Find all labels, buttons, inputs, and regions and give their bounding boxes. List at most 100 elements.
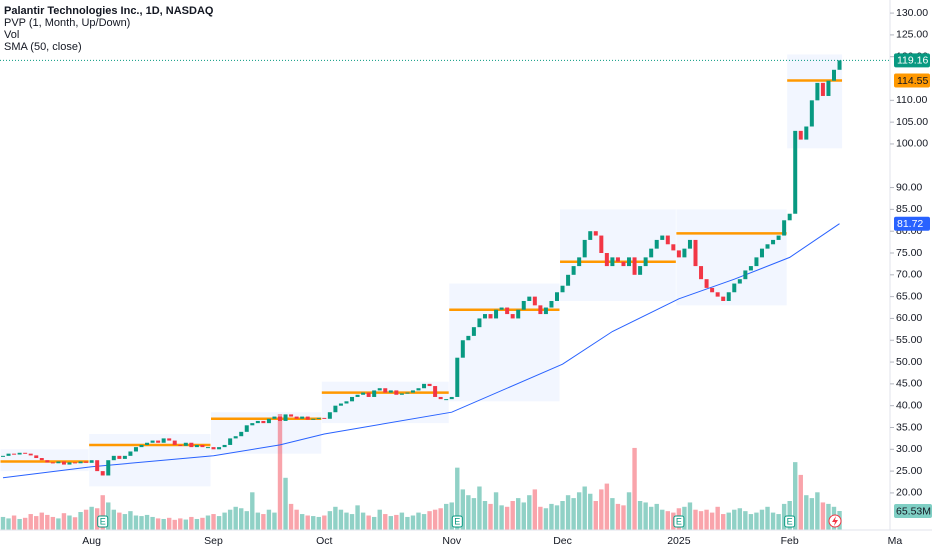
- candle: [837, 60, 842, 70]
- y-tick-label: 35.00: [896, 421, 922, 433]
- candle: [217, 447, 222, 450]
- candle: [233, 436, 238, 439]
- volume-bar: [383, 514, 388, 530]
- volume-bar: [654, 503, 659, 530]
- candle: [383, 388, 388, 393]
- candle: [128, 451, 133, 456]
- volume-bar: [388, 516, 393, 530]
- x-tick-label: Dec: [553, 535, 572, 547]
- candle: [832, 69, 836, 81]
- volume-bar: [150, 516, 155, 530]
- candle: [809, 100, 814, 127]
- candle: [549, 300, 554, 308]
- volume-bar: [510, 501, 515, 530]
- y-tick-label: 30.00: [896, 443, 922, 455]
- earnings-badge: [451, 515, 463, 528]
- candle: [250, 423, 255, 426]
- candle: [106, 460, 111, 476]
- candle: [754, 257, 759, 267]
- candle: [787, 213, 792, 221]
- candle: [782, 220, 787, 236]
- candle: [388, 390, 393, 393]
- candle: [405, 392, 410, 394]
- candle: [737, 279, 742, 284]
- volume-bar: [466, 495, 471, 530]
- candle: [222, 444, 227, 448]
- volume-bar: [311, 516, 316, 530]
- x-tick-label: Aug: [82, 535, 101, 547]
- y-tick-label: 110.00: [896, 94, 927, 106]
- candle: [566, 274, 571, 286]
- volume-bar: [111, 509, 116, 530]
- volume-bar: [560, 501, 565, 530]
- volume-bar: [604, 483, 610, 530]
- candle: [266, 418, 271, 424]
- volume-bar: [266, 509, 272, 530]
- volume-bar: [305, 515, 310, 530]
- candle: [582, 239, 587, 258]
- y-tick-label: 65.00: [896, 290, 922, 302]
- volume-bar: [78, 512, 83, 530]
- candle: [798, 130, 803, 140]
- candle: [704, 279, 709, 288]
- candle: [632, 257, 637, 275]
- candle: [100, 471, 105, 476]
- candle: [372, 390, 377, 397]
- volume-bar: [178, 518, 183, 530]
- volume-bar: [438, 508, 443, 530]
- chart-title: Palantir Technologies Inc., 1D, NASDAQ: [4, 5, 214, 17]
- candle: [482, 314, 487, 319]
- volume-bar: [743, 511, 748, 530]
- volume-bar: [133, 515, 139, 530]
- candle: [643, 257, 648, 267]
- candle: [111, 455, 116, 461]
- y-tick-label: 55.00: [896, 334, 922, 346]
- volume-bar: [793, 462, 798, 530]
- volume-bar: [34, 516, 39, 530]
- volume-bar: [615, 503, 621, 530]
- candle: [399, 393, 404, 395]
- candle: [560, 285, 565, 293]
- volume-bar: [610, 498, 615, 530]
- candle: [538, 305, 543, 315]
- volume-bar: [565, 495, 571, 530]
- candle: [45, 460, 50, 463]
- volume-bar: [155, 518, 161, 530]
- volume-bar: [488, 503, 493, 530]
- candle: [743, 270, 748, 280]
- candle: [654, 239, 659, 249]
- volume-bar: [582, 486, 587, 530]
- profile-range: [676, 209, 787, 306]
- volume-bar: [532, 489, 538, 530]
- candle: [34, 455, 39, 459]
- candle: [494, 309, 499, 319]
- volume-bar: [117, 512, 122, 530]
- candle: [555, 292, 559, 301]
- alert-icon[interactable]: [828, 514, 842, 528]
- volume-bar: [471, 498, 477, 530]
- volume-bar: [726, 512, 731, 530]
- indicator-label: SMA (50, close): [4, 41, 82, 53]
- volume-bar: [621, 505, 626, 530]
- volume-bar: [626, 492, 632, 530]
- candle: [826, 80, 831, 96]
- volume-bar: [593, 501, 598, 530]
- candle: [23, 452, 28, 454]
- volume-bar: [11, 515, 17, 530]
- volume-bar: [499, 505, 504, 530]
- y-tick-label: 20.00: [896, 487, 922, 499]
- volume-bar: [460, 489, 466, 530]
- candle: [355, 394, 360, 397]
- earnings-marker: E: [454, 516, 460, 526]
- candle: [189, 442, 194, 448]
- volume-bar: [250, 492, 255, 530]
- volume-bar: [444, 503, 449, 530]
- candle: [721, 296, 726, 301]
- volume-bar: [333, 506, 338, 530]
- volume-bar: [327, 511, 333, 530]
- volume-bar: [56, 518, 61, 530]
- volume-bar: [704, 509, 709, 530]
- volume-bar: [660, 509, 665, 530]
